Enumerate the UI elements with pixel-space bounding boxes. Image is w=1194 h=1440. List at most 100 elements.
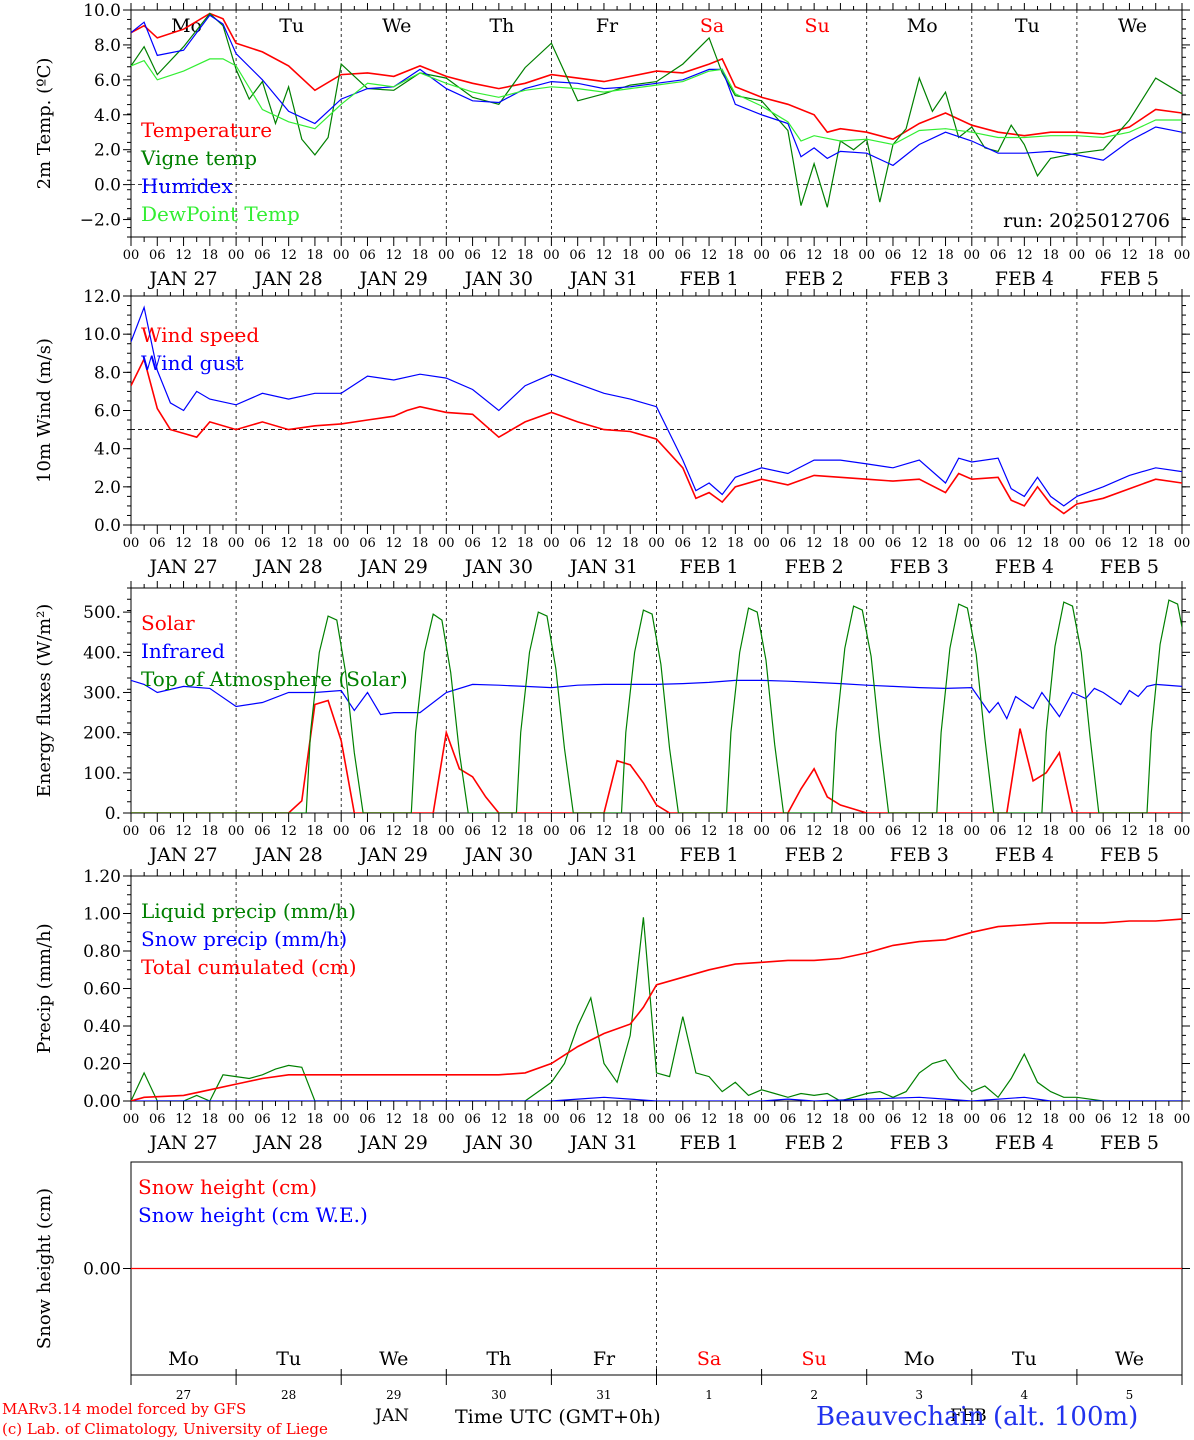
series-line-temperature [131,12,1182,141]
y-axis-label: 10m Wind (m/s) [34,338,55,483]
x-hour-label: 12 [491,1112,508,1127]
weekday-label: Sa [697,1348,721,1370]
x-hour-label: 06 [569,248,586,263]
y-tick-label: 0. [105,804,121,824]
x-date-label: FEB 5 [1100,1132,1159,1154]
footer-credit-line2: (c) Lab. of Climatology, University of L… [2,1420,328,1438]
x-hour-label: 12 [596,824,613,839]
x-date-label: JAN 30 [463,1132,533,1154]
x-hour-label: 06 [149,824,166,839]
legend-entry: DewPoint Temp [141,202,300,226]
x-hour-label: 18 [727,824,744,839]
series-line-dewpoint-temp [131,58,1182,146]
x-date-label: FEB 3 [890,1132,949,1154]
x-hour-label: 06 [1095,536,1112,551]
x-hour-label: 18 [937,824,954,839]
weekday-label: Fr [593,1348,616,1370]
x-hour-label: 00 [438,824,455,839]
x-date-label: FEB 1 [679,556,738,578]
x-hour-label: 00 [543,1112,560,1127]
x-date-label: FEB 4 [995,844,1054,866]
x-hour-label: 12 [280,824,297,839]
x-hour-label: 06 [885,536,902,551]
x-hour-label: 00 [543,248,560,263]
x-hour-label: 18 [622,536,639,551]
legend-entry: Top of Atmosphere (Solar) [141,667,408,691]
x-hour-label: 12 [806,1112,823,1127]
x-hour-label: 18 [412,824,429,839]
x-hour-label: 18 [517,248,534,263]
x-hour-label: 18 [202,536,219,551]
x-date-label: JAN 31 [568,268,638,290]
x-hour-label: 06 [254,248,271,263]
weekday-label: We [379,1348,408,1370]
x-hour-label: 06 [254,824,271,839]
x-date-label: FEB 2 [785,844,844,866]
legend-entry: Solar [141,611,195,635]
x-hour-label: 06 [885,824,902,839]
x-date-label: JAN 27 [147,556,217,578]
weekday-label: We [1115,1348,1144,1370]
x-hour-label: 00 [964,1112,981,1127]
x-hour-label: 12 [280,536,297,551]
panel-energy: 500. 400. 300. 200. 100. 0. Energy fluxes (W/m… [34,581,1190,866]
x-hour-label: 12 [806,248,823,263]
x-hour-label: 18 [307,248,324,263]
x-hour-label: 00 [1069,1112,1086,1127]
legend-entry: Snow height (cm) [138,1175,317,1199]
x-hour-label: 00 [543,824,560,839]
x-hour-label: 00 [753,536,770,551]
x-hour-label: 00 [858,536,875,551]
panel-wind: 12.0 10.0 8.0 6.0 4.0 2.0 0.0 10m Wind (m/s) 00 0… [34,287,1190,578]
x-date-label: JAN 28 [253,1132,323,1154]
x-hour-label: 00 [438,248,455,263]
x-hour-label: 12 [175,536,192,551]
x-hour-label: 12 [1121,1112,1138,1127]
x-hour-label: 12 [806,536,823,551]
y-tick-label: 200. [83,724,121,744]
y-tick-label: 10.0 [83,325,121,345]
x-hour-label: 06 [359,1112,376,1127]
day-number-label: 2 [810,1388,818,1402]
x-hour-label: 18 [622,824,639,839]
x-hour-label: 18 [727,1112,744,1127]
footer-month-jan: JAN [375,1406,409,1426]
x-hour-label: 06 [780,1112,797,1127]
x-hour-label: 18 [202,248,219,263]
x-hour-label: 18 [937,1112,954,1127]
legend-entry: Total cumulated (cm) [141,955,357,979]
x-hour-label: 18 [1147,1112,1164,1127]
x-date-label: FEB 4 [995,1132,1054,1154]
x-hour-label: 00 [228,248,245,263]
x-hour-label: 06 [569,824,586,839]
x-hour-label: 12 [385,248,402,263]
x-date-label: JAN 29 [358,844,428,866]
x-date-label: JAN 27 [147,1132,217,1154]
weekday-label: Mo [904,1348,935,1370]
legend-entry: Vigne temp [140,146,257,170]
x-date-label: FEB 2 [785,556,844,578]
y-tick-label: 0.00 [83,1260,121,1280]
x-hour-label: 18 [622,248,639,263]
x-date-label: JAN 30 [463,556,533,578]
x-hour-label: 12 [596,1112,613,1127]
series-line-top-of-atmosphere-solar- [131,599,1182,813]
x-hour-label: 12 [385,824,402,839]
x-hour-label: 00 [648,824,665,839]
footer-credit-line1: MARv3.14 model forced by GFS [2,1400,247,1418]
series-line-solar [131,699,1182,813]
x-hour-label: 00 [123,824,140,839]
x-date-label: JAN 29 [358,556,428,578]
x-date-label: JAN 28 [253,844,323,866]
footer-month-feb: FEB [950,1406,987,1426]
x-date-label: JAN 29 [358,1132,428,1154]
x-date-label: FEB 3 [890,556,949,578]
x-hour-label: 18 [412,536,429,551]
y-tick-label: 0.20 [83,1055,121,1075]
y-tick-label: 500. [83,603,121,623]
x-hour-label: 12 [911,536,928,551]
x-hour-label: 18 [1147,824,1164,839]
x-hour-label: 00 [228,824,245,839]
x-hour-label: 12 [1121,536,1138,551]
x-hour-label: 12 [596,536,613,551]
